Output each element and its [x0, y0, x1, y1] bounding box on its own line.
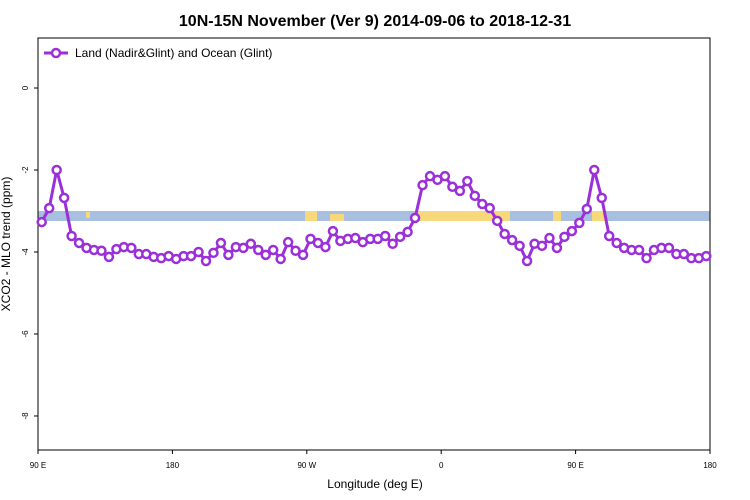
land-segment: [553, 211, 561, 221]
data-point: [394, 231, 406, 243]
data-point: [282, 236, 294, 248]
land-segment: [592, 211, 606, 221]
x-tick-label: 180: [703, 461, 717, 470]
y-axis-label: XCO2 - MLO trend (ppm): [0, 177, 13, 312]
y-tick-label: -4: [21, 248, 30, 256]
data-point: [462, 175, 473, 187]
data-point: [559, 231, 570, 243]
data-point: [290, 245, 301, 257]
data-point: [566, 225, 578, 237]
x-tick-label: 90 E: [567, 461, 583, 470]
data-point: [223, 249, 234, 261]
land-segment: [330, 214, 344, 221]
data-point: [260, 249, 271, 261]
data-point: [409, 212, 421, 224]
data-point: [596, 192, 607, 204]
data-point: [200, 255, 212, 267]
x-axis-label: Longitude (deg E): [327, 477, 422, 491]
data-point: [589, 164, 600, 176]
data-point: [663, 242, 675, 254]
data-point: [484, 202, 495, 214]
data-point: [297, 249, 309, 261]
data-point: [215, 237, 227, 249]
ocean-band: [38, 211, 710, 221]
data-point: [641, 252, 652, 264]
data-point: [611, 237, 622, 249]
data-point: [574, 217, 585, 229]
legend-swatch-marker: [50, 47, 62, 59]
data-point: [603, 230, 615, 242]
data-point: [43, 202, 55, 214]
data-point: [454, 185, 466, 197]
data-point: [238, 242, 249, 254]
chart-title: 10N-15N November (Ver 9) 2014-09-06 to 2…: [179, 13, 571, 30]
data-point: [633, 244, 645, 256]
data-point: [185, 250, 197, 262]
y-tick-label: -2: [21, 166, 30, 174]
data-point: [327, 225, 339, 237]
data-point: [491, 215, 503, 227]
data-point: [544, 232, 555, 244]
y-tick-label: 0: [21, 85, 30, 90]
data-point: [514, 240, 525, 252]
data-point: [350, 232, 361, 244]
data-point: [253, 244, 264, 256]
y-tick-label: -6: [21, 330, 30, 338]
data-point: [193, 246, 204, 258]
data-point: [96, 245, 107, 257]
data-point: [447, 181, 458, 193]
data-point: [275, 253, 286, 265]
data-point: [103, 251, 115, 263]
plot-frame: [37, 37, 711, 451]
x-tick-label: 0: [439, 461, 444, 470]
data-point: [208, 247, 219, 259]
land-segment: [418, 211, 510, 221]
data-point: [701, 250, 712, 262]
land-ocean-band: [38, 211, 710, 221]
data-point: [477, 198, 488, 210]
data-point: [417, 179, 428, 191]
land-segment: [86, 212, 90, 218]
data-point: [58, 192, 70, 204]
land-segment: [305, 211, 317, 221]
data-point: [312, 237, 324, 249]
y-tick-label: -8: [21, 412, 30, 420]
data-point: [551, 242, 563, 254]
data-point: [536, 240, 548, 252]
data-point: [245, 238, 257, 250]
data-point: [51, 164, 62, 176]
legend-label: Land (Nadir&Glint) and Ocean (Glint): [75, 46, 272, 60]
data-point: [126, 242, 137, 254]
data-point: [320, 241, 331, 253]
x-tick-label: 90 W: [297, 461, 316, 470]
data-point: [379, 230, 391, 242]
data-point: [73, 237, 85, 249]
x-tick-label: 90 E: [30, 461, 46, 470]
data-point: [66, 230, 77, 242]
data-point: [267, 244, 279, 256]
data-point: [439, 170, 451, 182]
x-tick-label: 180: [166, 461, 180, 470]
data-point: [36, 216, 47, 228]
data-point: [581, 203, 593, 215]
data-point: [402, 226, 413, 238]
data-point: [506, 234, 518, 246]
data-point: [499, 228, 510, 240]
data-point: [305, 233, 316, 245]
data-point: [678, 248, 690, 260]
data-point: [469, 190, 481, 202]
data-point: [521, 255, 533, 267]
data-point: [387, 238, 398, 250]
legend-item: Land (Nadir&Glint) and Ocean (Glint): [44, 46, 272, 60]
